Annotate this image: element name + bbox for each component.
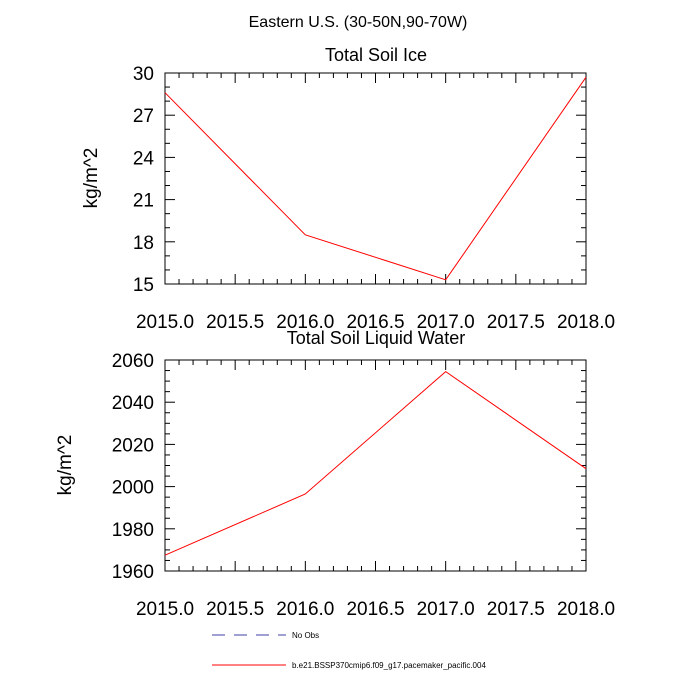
x-tick-label: 2016.5 [346, 599, 404, 620]
figure-title: Eastern U.S. (30-50N,90-70W) [249, 14, 468, 31]
series-line-soil-ice [164, 76, 587, 281]
x-tick-label: 2017.0 [417, 312, 475, 333]
legend-entry-model-run: b.e21.BSSP370cmip6.f09_g17.pacemaker_pac… [212, 661, 486, 670]
legend-label-no-obs: No Obs [292, 631, 319, 640]
y-tick-label: 2020 [112, 435, 154, 456]
legend-entry-no-obs: No Obs [212, 631, 319, 640]
y-tick-label: 2000 [112, 478, 154, 499]
legend: No Obs b.e21.BSSP370cmip6.f09_g17.pacema… [212, 631, 486, 670]
x-tick-label: 2017.0 [417, 599, 475, 620]
x-tick-label: 2017.5 [487, 312, 545, 333]
x-tick-label: 2015.5 [206, 599, 264, 620]
y-tick-label: 21 [133, 191, 154, 212]
series-line-soil-liquid-water [164, 370, 587, 556]
y-tick-label: 24 [133, 148, 155, 169]
y-tick-label: 1980 [112, 520, 154, 541]
panel-soil-liquid-water: Total Soil Liquid Water kg/m^2 2015.0 201… [55, 328, 615, 620]
panel-title-soil-ice: Total Soil Ice [325, 45, 427, 65]
x-tick-label: 2017.5 [487, 599, 545, 620]
panel-soil-ice: Total Soil Ice kg/m^2 2015.0 2015.5 2016.0… [81, 45, 615, 333]
legend-label-model-run: b.e21.BSSP370cmip6.f09_g17.pacemaker_pac… [292, 661, 486, 670]
y-tick-label: 1960 [112, 562, 154, 583]
x-tick-label: 2016.0 [276, 312, 334, 333]
y-tick-label: 2060 [112, 351, 154, 372]
plot-frame [164, 72, 587, 285]
x-tick-label: 2015.5 [206, 312, 264, 333]
y-axis-label-soil-ice: kg/m^2 [81, 148, 102, 209]
y-tick-label: 15 [133, 275, 154, 296]
plot-area-soil-ice: 2015.0 2015.5 2016.0 2016.5 2017.0 2017.5 2018… [133, 64, 615, 333]
x-tick-label: 2018.0 [557, 312, 615, 333]
plot-frame [164, 359, 587, 572]
y-tick-label: 18 [133, 233, 154, 254]
x-tick-label: 2016.0 [276, 599, 334, 620]
panel-title-soil-liquid-water: Total Soil Liquid Water [287, 328, 465, 348]
y-tick-label: 30 [133, 64, 154, 85]
x-tick-label: 2015.0 [136, 599, 194, 620]
x-tick-label: 2018.0 [557, 599, 615, 620]
y-axis-label-soil-liquid-water: kg/m^2 [55, 435, 76, 496]
x-tick-label: 2016.5 [346, 312, 404, 333]
x-tick-label: 2015.0 [136, 312, 194, 333]
plot-area-soil-liquid-water: 2015.0 2015.5 2016.0 2016.5 2017.0 2017.5 2018… [112, 351, 615, 620]
y-tick-label: 2040 [112, 393, 154, 414]
y-tick-label: 27 [133, 106, 154, 127]
